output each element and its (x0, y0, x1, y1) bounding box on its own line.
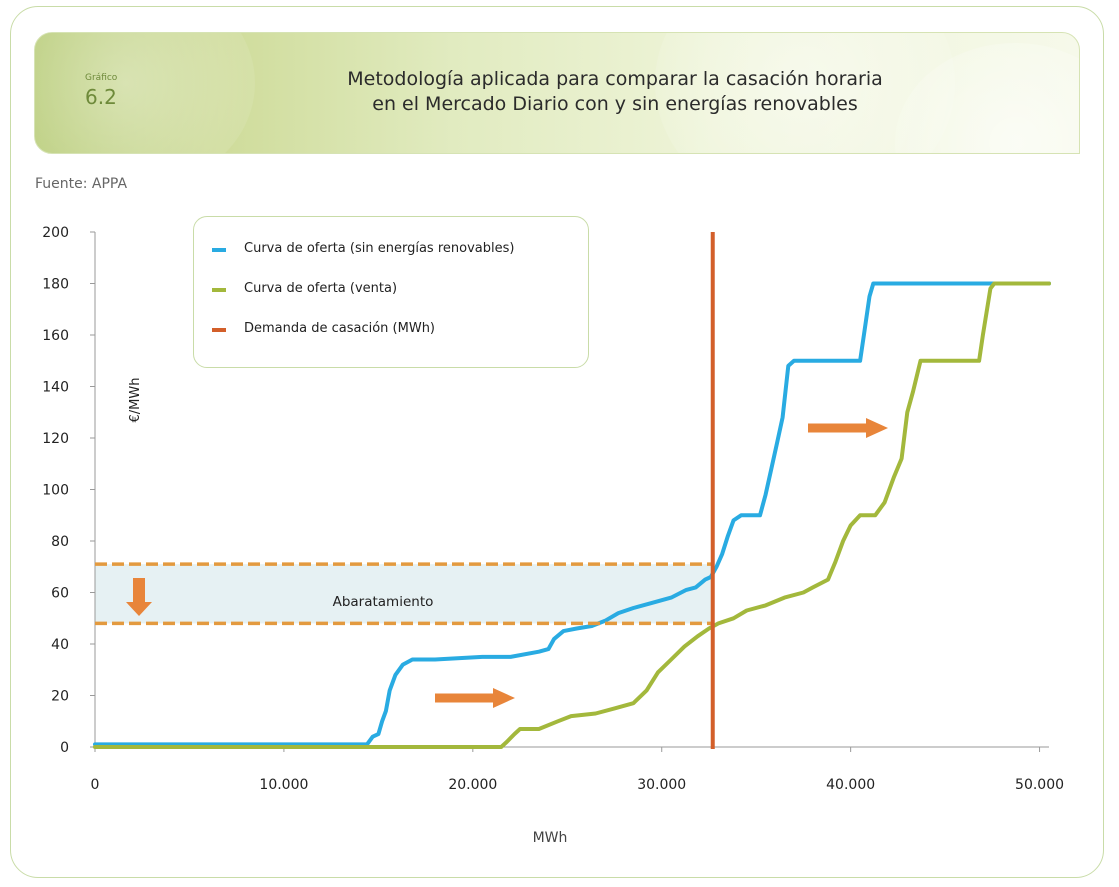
legend-swatch-demand (212, 328, 226, 332)
figure-number: 6.2 (85, 85, 117, 109)
x-tick-label: 10.000 (259, 777, 308, 793)
right-arrow-icon (808, 418, 888, 438)
figure-frame (10, 6, 1104, 878)
legend-label: Curva de oferta (sin energías renovables… (244, 241, 515, 256)
down-arrow-icon (126, 578, 152, 616)
y-tick-label: 100 (42, 483, 69, 499)
legend-label: Curva de oferta (venta) (244, 281, 398, 296)
x-tick-label: 0 (91, 777, 100, 793)
chart-title-line-1: Metodología aplicada para comparar la ca… (347, 68, 883, 90)
chart-title: Metodología aplicada para comparar la ca… (265, 67, 965, 117)
y-tick-label: 140 (42, 380, 69, 396)
figure-label: Gráfico (85, 73, 118, 83)
price-reduction-band (95, 564, 713, 624)
y-tick-label: 160 (42, 328, 69, 344)
chart-legend: Curva de oferta (sin energías renovables… (193, 216, 589, 368)
x-tick-label: 50.000 (1015, 777, 1064, 793)
y-tick-label: 40 (51, 637, 69, 653)
legend-label: Demanda de casación (MWh) (244, 321, 436, 336)
series-line-venta (93, 281, 1051, 749)
right-arrow-icon (435, 688, 515, 708)
figure-header-banner: Gráfico 6.2 Metodología aplicada para co… (34, 32, 1080, 154)
y-tick-label: 60 (51, 586, 69, 602)
y-tick-label: 120 (42, 431, 69, 447)
y-axis-label: €/MWh (128, 378, 143, 423)
banner-glow (35, 33, 255, 153)
y-tick-label: 80 (51, 534, 69, 550)
y-tick-label: 180 (42, 277, 69, 293)
legend-swatch-green (212, 288, 226, 292)
chart-title-line-2: en el Mercado Diario con y sin energías … (372, 93, 858, 115)
annotation-abaratamiento: Abaratamiento (333, 594, 434, 610)
chart-source: Fuente: APPA (35, 176, 128, 192)
x-tick-label: 20.000 (448, 777, 497, 793)
series-line-sin-renovables (93, 281, 1051, 747)
y-tick-label: 20 (51, 689, 69, 705)
x-tick-label: 40.000 (826, 777, 875, 793)
x-axis-label: MWh (533, 830, 568, 846)
x-tick-label: 30.000 (637, 777, 686, 793)
y-tick-label: 0 (60, 740, 69, 756)
legend-swatch-blue (212, 248, 226, 252)
y-tick-label: 200 (42, 225, 69, 241)
